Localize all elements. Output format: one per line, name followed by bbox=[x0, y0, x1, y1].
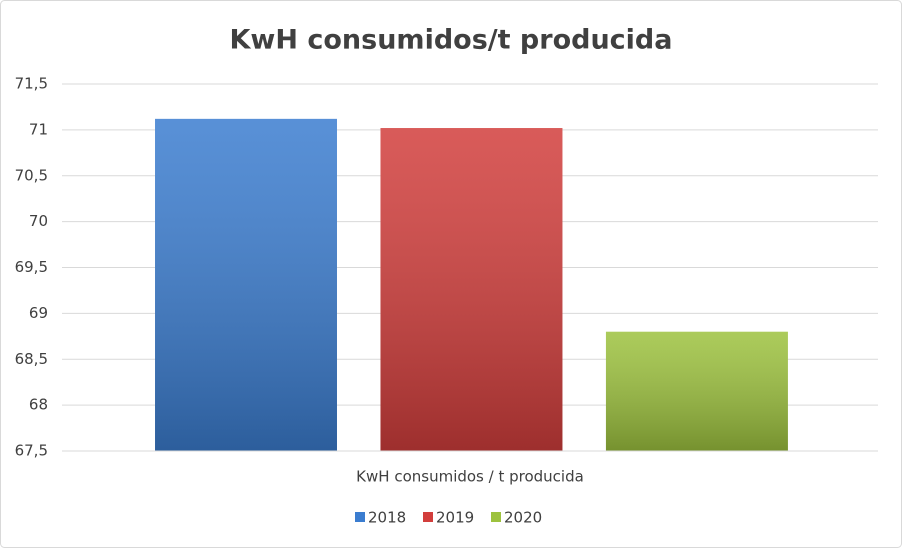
legend-label: 2019 bbox=[436, 509, 474, 527]
y-tick-label: 70,5 bbox=[15, 166, 48, 184]
y-tick-label: 69 bbox=[29, 304, 48, 322]
y-tick-label: 71,5 bbox=[15, 75, 48, 93]
y-tick-label: 71 bbox=[29, 120, 48, 138]
bar bbox=[380, 128, 563, 452]
y-tick-label: 68 bbox=[29, 396, 48, 414]
y-tick-label: 67,5 bbox=[15, 442, 48, 460]
legend-label: 2020 bbox=[504, 509, 542, 527]
x-tick-label: KwH consumidos / t producida bbox=[356, 468, 584, 486]
y-tick-label: 70 bbox=[29, 212, 48, 230]
bar bbox=[605, 331, 788, 451]
chart-title: KwH consumidos/t producida bbox=[230, 25, 673, 56]
legend-marker bbox=[423, 512, 433, 522]
legend-marker bbox=[355, 512, 365, 522]
legend-marker bbox=[491, 512, 501, 522]
y-tick-label: 68,5 bbox=[15, 350, 48, 368]
legend-label: 2018 bbox=[368, 509, 406, 527]
y-tick-label: 69,5 bbox=[15, 258, 48, 276]
bar bbox=[155, 118, 337, 452]
